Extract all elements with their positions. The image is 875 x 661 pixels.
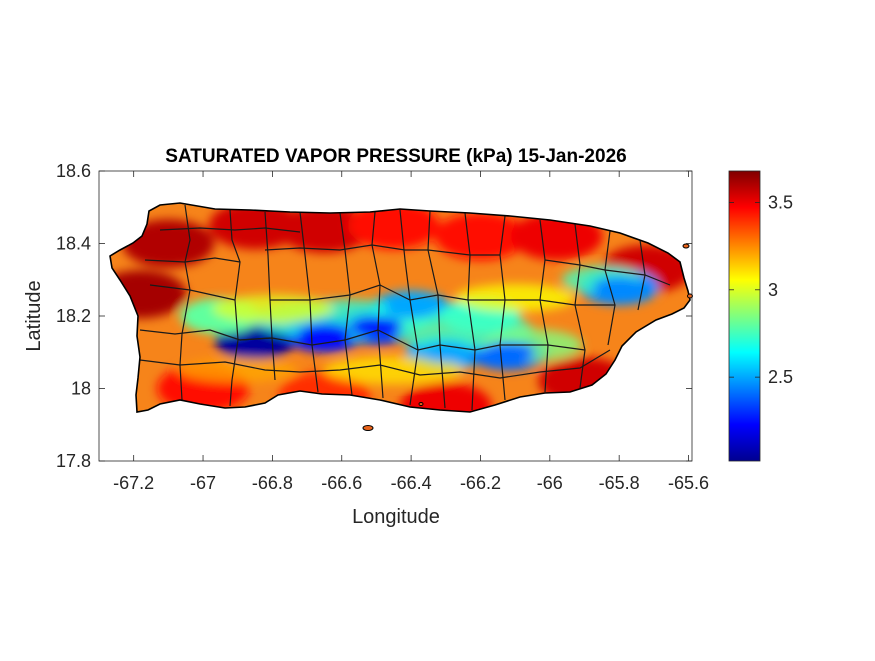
field-band [323, 356, 464, 385]
field-core [350, 316, 403, 337]
x-tick-label: -66 [537, 473, 563, 493]
field-hotspot [347, 203, 440, 250]
y-tick-label: 18.4 [56, 234, 91, 254]
municipality-boundary [270, 284, 615, 306]
municipality-boundary [159, 227, 301, 233]
colorbar [728, 170, 761, 462]
field-core [298, 324, 351, 345]
y-tick-label: 17.8 [56, 451, 91, 471]
field-hotspot [399, 382, 492, 412]
municipality-boundaries [139, 204, 671, 411]
field-hotspot [122, 219, 215, 268]
field-core [229, 331, 282, 352]
x-axis-label: Longitude [352, 506, 440, 528]
y-tick-label: 18.6 [56, 161, 91, 181]
x-tick-label: -66.4 [391, 473, 432, 493]
field-band [212, 294, 333, 323]
field-band [177, 358, 298, 383]
heat-field [110, 203, 690, 412]
municipality-boundary [144, 257, 241, 263]
coastline [109, 202, 691, 413]
municipality-boundary [544, 259, 671, 286]
field-core [482, 342, 535, 363]
y-tick-label: 18 [71, 379, 91, 399]
heat-field-blobs [110, 203, 690, 412]
field-core [593, 277, 646, 297]
x-tick-label: -65.6 [668, 473, 709, 493]
x-tick-label: -67.2 [113, 473, 154, 493]
municipality-boundary [229, 209, 241, 407]
x-tick-label: -66.2 [460, 473, 501, 493]
x-axis: -67.2 -67 -66.8 -66.6 -66.4 -66.2 -66 -65.8 -65.… [113, 171, 709, 493]
offshore-islets [362, 243, 693, 431]
offshore-islet [362, 425, 374, 431]
colorbar-ticks: 2.5 3 3.5 [729, 192, 793, 387]
field-band [455, 283, 576, 312]
municipality-boundary [179, 204, 191, 401]
x-tick-label: -66.6 [321, 473, 362, 493]
field-hotspot [278, 205, 371, 253]
municipality-boundary [239, 329, 586, 351]
y-tick-label: 18.2 [56, 306, 91, 326]
colorbar-tick-label: 3.5 [768, 192, 793, 212]
municipality-boundary [264, 244, 500, 256]
colorbar-tick-label: 2.5 [768, 367, 793, 387]
y-axis: 17.8 18 18.2 18.4 18.6 [56, 161, 692, 471]
municipality-boundary [604, 230, 616, 346]
y-axis-label: Latitude [23, 280, 45, 351]
offshore-islet [682, 243, 690, 249]
x-tick-label: -67 [190, 473, 216, 493]
municipality-boundary [299, 349, 611, 379]
x-tick-label: -65.8 [599, 473, 640, 493]
chart-title: SATURATED VAPOR PRESSURE (kPa) 15-Jan-20… [165, 146, 626, 167]
x-tick-label: -66.8 [252, 473, 293, 493]
offshore-islet [687, 293, 693, 299]
municipality-boundary [139, 359, 301, 373]
colorbar-tick-label: 3 [768, 280, 778, 300]
offshore-islet [418, 402, 424, 406]
